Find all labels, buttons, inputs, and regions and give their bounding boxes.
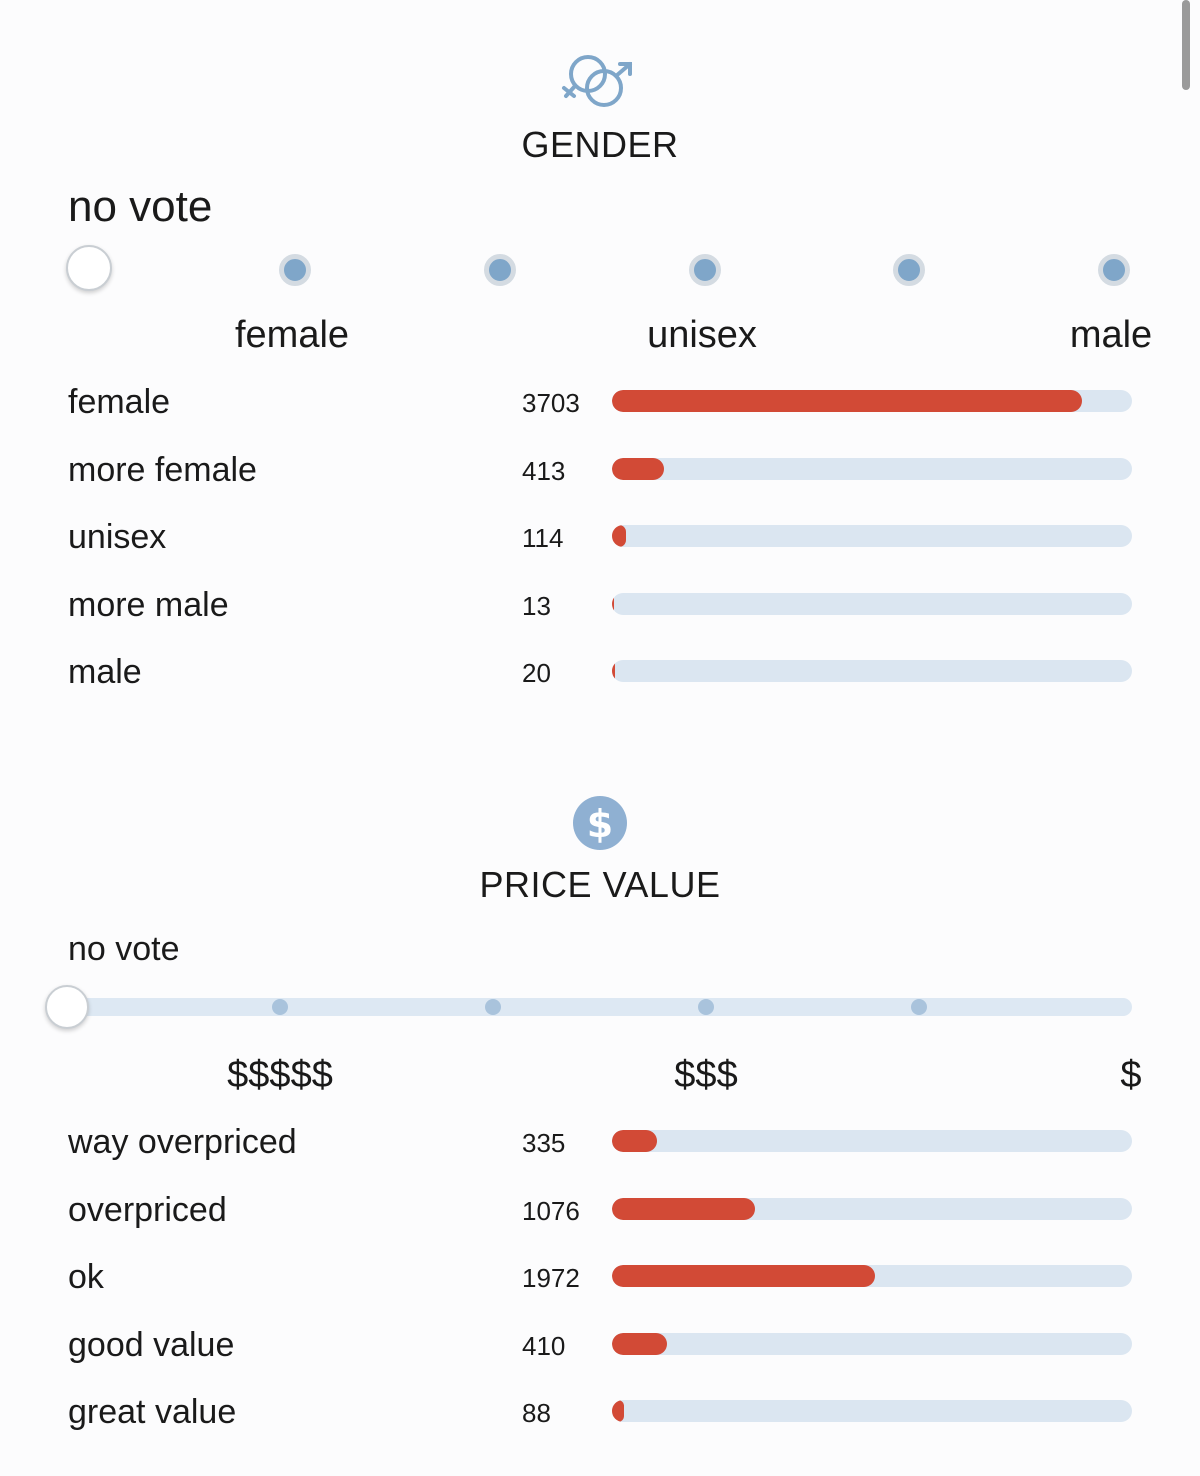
result-count: 1076 [522,1195,580,1226]
gender-option-unisex[interactable] [689,254,721,286]
result-bar-track [612,1130,1132,1152]
gender-option-male[interactable] [1098,254,1130,286]
result-count: 3703 [522,388,580,418]
gender-no-vote-label: no vote [68,182,213,231]
result-count: 1972 [522,1263,580,1293]
gender-title: GENDER [521,124,679,165]
result-row: overpriced 1076 [0,1190,1200,1258]
result-count: 413 [522,455,566,486]
gender-symbols-icon [560,50,640,121]
price-results: way overpriced 335 overpriced 1076 ok 19… [0,1122,1200,1460]
result-bar-track [612,660,1132,682]
gender-results: female 3703 more female 413 unisex 114 m… [0,382,1200,720]
result-label: male [68,653,142,691]
result-row: more female 413 [0,450,1200,518]
result-bar-fill [612,525,627,547]
result-bar-track [612,457,1132,480]
result-label: great value [68,1393,237,1431]
gender-scale-right-label: male [1069,314,1153,356]
scrollbar[interactable] [1182,0,1190,90]
result-label: overpriced [68,1190,227,1229]
gender-option-more-male[interactable] [893,254,925,286]
result-bar-fill [612,457,665,480]
price-slider-track[interactable] [68,998,1132,1016]
gender-no-vote-knob[interactable] [66,245,112,291]
price-scale-left-label: $$$$$ [227,1054,333,1096]
price-scale-right-label: $ [1120,1054,1142,1096]
result-bar-track [612,390,1132,412]
result-label: more male [68,585,229,624]
price-option-good-value[interactable] [911,999,927,1015]
result-label: unisex [68,518,167,556]
gender-option-female[interactable] [279,254,311,286]
price-title: PRICE VALUE [479,864,721,905]
result-row: ok 1972 [0,1257,1200,1325]
result-bar-fill [612,660,615,682]
gender-option-more-female[interactable] [484,254,516,286]
result-bar-track [612,1197,1132,1220]
result-count: 335 [522,1128,566,1158]
result-bar-fill [612,390,1082,412]
result-row: great value 88 [0,1392,1200,1460]
result-bar-fill [612,1197,756,1220]
result-bar-fill [612,1332,667,1355]
price-option-way-overpriced[interactable] [272,999,288,1015]
gender-scale-middle-label: unisex [647,314,757,356]
result-count: 114 [522,523,564,553]
result-count: 20 [522,658,551,688]
result-bar-fill [612,1400,624,1422]
result-bar-fill [612,1265,875,1287]
result-bar-fill [612,1130,657,1152]
result-label: ok [68,1258,104,1296]
result-label: more female [68,450,257,489]
result-bar-track [612,1332,1132,1355]
result-bar-track [612,592,1132,615]
result-count: 88 [522,1398,551,1428]
price-no-vote-label: no vote [68,930,180,968]
result-label: good value [68,1325,235,1364]
price-option-ok[interactable] [698,999,714,1015]
result-bar-track [612,1400,1132,1422]
result-bar-track [612,1265,1132,1287]
result-count: 410 [522,1330,566,1361]
gender-scale-left-label: female [234,314,350,356]
result-row: male 20 [0,652,1200,720]
svg-text:$: $ [587,802,613,846]
price-slider-knob[interactable] [45,985,89,1029]
dollar-coin-icon: $ [572,795,628,856]
result-label: female [68,383,171,421]
result-row: more male 13 [0,585,1200,653]
result-count: 13 [522,590,551,621]
result-bar-track [612,525,1132,547]
price-scale-middle-label: $$$ [674,1054,738,1096]
result-bar-fill [612,592,615,615]
result-row: unisex 114 [0,517,1200,585]
result-row: good value 410 [0,1325,1200,1393]
result-row: way overpriced 335 [0,1122,1200,1190]
result-label: way overpriced [68,1123,297,1161]
price-option-overpriced[interactable] [485,999,501,1015]
result-row: female 3703 [0,382,1200,450]
